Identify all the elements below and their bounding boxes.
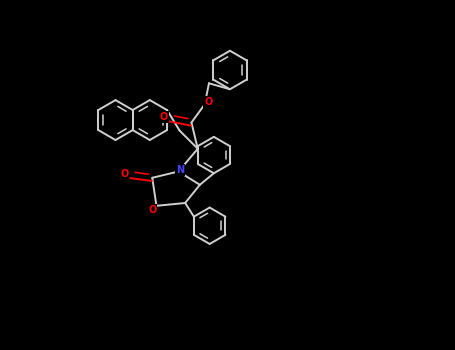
Text: O: O — [204, 97, 212, 107]
Text: O: O — [120, 169, 128, 178]
Text: O: O — [148, 205, 157, 215]
Text: O: O — [159, 112, 167, 122]
Text: N: N — [176, 166, 184, 175]
